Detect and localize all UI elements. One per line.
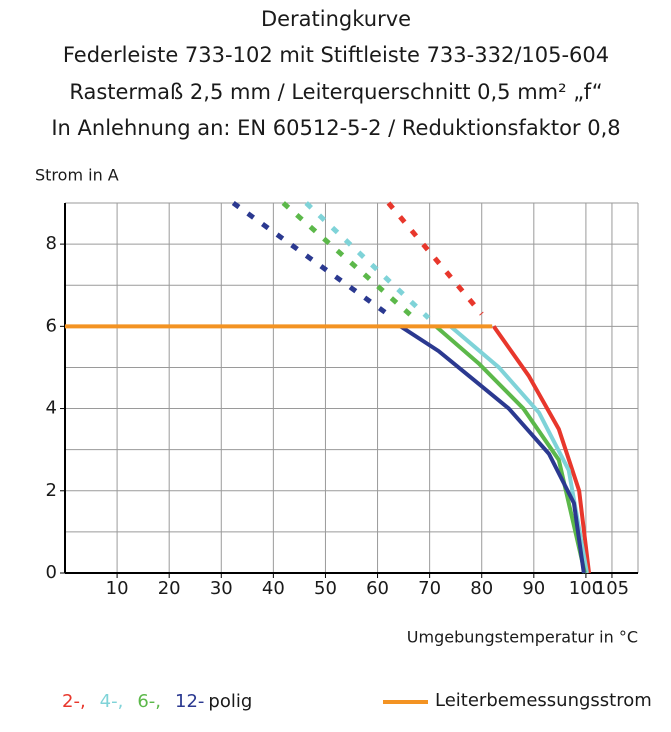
series-extension bbox=[386, 201, 484, 316]
y-tick-label: 6 bbox=[46, 315, 57, 336]
x-tick-label: 105 bbox=[595, 578, 629, 599]
series-line bbox=[492, 325, 592, 574]
chart-title: Federleiste 733-102 mit Stiftleiste 733-… bbox=[63, 43, 609, 67]
x-tick-label: 60 bbox=[366, 578, 389, 599]
y-tick-label: 0 bbox=[46, 562, 57, 583]
x-tick-label: 90 bbox=[522, 578, 545, 599]
y-tick-label: 2 bbox=[46, 480, 57, 501]
y-tick-label: 4 bbox=[46, 398, 57, 419]
series-line bbox=[434, 324, 587, 574]
y-tick-label: 8 bbox=[46, 233, 57, 254]
x-tick-label: 10 bbox=[106, 578, 129, 599]
x-tick-label: 80 bbox=[470, 578, 493, 599]
legend-label: 2-, bbox=[62, 691, 86, 712]
y-axis-label: Strom in A bbox=[35, 166, 119, 185]
legend-label: polig bbox=[208, 691, 252, 712]
legend-label: 4-, bbox=[100, 691, 124, 712]
chart-title: Rastermaß 2,5 mm / Leiterquerschnitt 0,5… bbox=[69, 80, 602, 104]
x-tick-label: 40 bbox=[262, 578, 285, 599]
legend-label: 12- bbox=[175, 691, 204, 712]
x-tick-label: 20 bbox=[158, 578, 181, 599]
chart-title: In Anlehnung an: EN 60512-5-2 / Reduktio… bbox=[51, 116, 620, 140]
series-extension bbox=[231, 200, 395, 321]
series-line bbox=[399, 324, 586, 574]
x-tick-label: 70 bbox=[418, 578, 441, 599]
legend-label: Leiterbemessungsstrom bbox=[435, 690, 652, 711]
series-extension bbox=[281, 201, 416, 320]
chart-title: Deratingkurve bbox=[261, 7, 411, 31]
x-tick-label: 30 bbox=[210, 578, 233, 599]
x-tick-label: 50 bbox=[314, 578, 337, 599]
x-axis-label: Umgebungstemperatur in °C bbox=[407, 628, 638, 647]
x-tick-label: 100 bbox=[569, 578, 603, 599]
legend-label: 6-, bbox=[137, 691, 161, 712]
